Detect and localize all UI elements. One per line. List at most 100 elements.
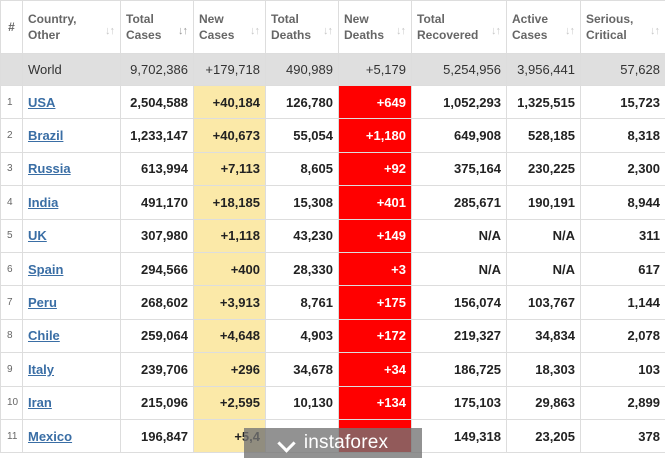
total-deaths-cell: 43,230 [265, 218, 339, 253]
country-link[interactable]: Spain [28, 261, 64, 277]
country-cell: USA [22, 84, 121, 120]
total-cases-cell: 2,504,588 [120, 84, 194, 120]
serious-critical-cell: 311 [580, 218, 665, 253]
total-cases-cell: 259,064 [120, 318, 194, 354]
new-cases-cell: +7,113 [193, 151, 266, 187]
new-deaths-cell: +134 [338, 385, 412, 420]
total-deaths-cell: 4,903 [265, 318, 339, 354]
row-index: 4 [0, 185, 23, 220]
country-link[interactable]: Mexico [28, 428, 73, 444]
new-deaths-cell: +1,180 [338, 118, 412, 153]
column-header-total-cases[interactable]: Total Cases ↓↑ [120, 0, 194, 54]
table-row: 3 Russia 613,994 +7,113 8,605 +92 375,164 230,2… [0, 151, 665, 187]
row-index: 7 [0, 285, 23, 320]
world-total-row: World 9,702,386 +179,718 490,989 +5,179 … [0, 53, 665, 86]
total-cases-cell: 1,233,147 [120, 118, 194, 153]
table-row: 8 Chile 259,064 +4,648 4,903 +172 219,327 34,83… [0, 318, 665, 354]
column-header-label: Active Cases [512, 12, 549, 42]
table-row: 6 Spain 294,566 +400 28,330 +3 N/A N/A 617 [0, 251, 665, 287]
world-index-cell [0, 53, 23, 86]
row-index: 5 [0, 218, 23, 253]
total-recovered-cell: 219,327 [411, 318, 507, 354]
sort-arrows-icon[interactable]: ↓↑ [565, 25, 575, 37]
column-header-new-cases[interactable]: New Cases ↓↑ [193, 0, 266, 54]
sort-arrows-icon[interactable]: ↓↑ [105, 25, 115, 37]
total-deaths-cell: 8,605 [265, 151, 339, 187]
serious-critical-cell: 2,899 [580, 385, 665, 420]
world-new-cases: +179,718 [193, 53, 266, 86]
new-cases-cell: +40,184 [193, 84, 266, 120]
column-header-active-cases[interactable]: Active Cases ↓↑ [506, 0, 581, 54]
active-cases-cell: 34,834 [506, 318, 581, 354]
active-cases-cell: 230,225 [506, 151, 581, 187]
new-cases-cell: +296 [193, 352, 266, 387]
row-index: 10 [0, 385, 23, 420]
country-link[interactable]: UK [28, 228, 47, 244]
table-row: 1 USA 2,504,588 +40,184 126,780 +649 1,052,293… [0, 84, 665, 120]
serious-critical-cell: 1,144 [580, 285, 665, 320]
column-header-new-deaths[interactable]: New Deaths ↓↑ [338, 0, 412, 54]
new-cases-cell: +40,673 [193, 118, 266, 153]
column-header-total-deaths[interactable]: Total Deaths ↓↑ [265, 0, 339, 54]
active-cases-cell: 528,185 [506, 118, 581, 153]
country-cell: Mexico [22, 418, 121, 454]
new-deaths-cell: +175 [338, 285, 412, 320]
country-link[interactable]: Iran [28, 395, 52, 411]
table-row: 5 UK 307,980 +1,118 43,230 +149 N/A N/A 311 [0, 218, 665, 253]
total-deaths-cell: 15,308 [265, 185, 339, 220]
total-cases-cell: 491,170 [120, 185, 194, 220]
country-link[interactable]: Peru [28, 295, 57, 311]
country-link[interactable]: USA [28, 94, 56, 110]
country-link[interactable]: Russia [28, 161, 71, 177]
country-cell: Spain [22, 251, 121, 287]
table-row: 4 India 491,170 +18,185 15,308 +401 285,671 190… [0, 185, 665, 220]
country-cell: Brazil [22, 118, 121, 153]
active-cases-cell: 29,863 [506, 385, 581, 420]
instaforex-watermark: instaforex [244, 428, 422, 458]
total-cases-cell: 307,980 [120, 218, 194, 253]
new-deaths-cell: +172 [338, 318, 412, 354]
world-country-cell: World [22, 53, 121, 86]
active-cases-cell: 1,325,515 [506, 84, 581, 120]
new-deaths-cell: +34 [338, 352, 412, 387]
country-link[interactable]: Italy [28, 361, 55, 377]
table-row: 7 Peru 268,602 +3,913 8,761 +175 156,074 103,76… [0, 285, 665, 320]
world-serious-critical: 57,628 [580, 53, 665, 86]
column-header-label: Total Deaths [271, 12, 312, 42]
country-link[interactable]: India [28, 194, 59, 210]
total-deaths-cell: 8,761 [265, 285, 339, 320]
serious-critical-cell: 8,318 [580, 118, 665, 153]
total-recovered-cell: 375,164 [411, 151, 507, 187]
serious-critical-cell: 378 [580, 418, 665, 454]
country-link[interactable]: Chile [28, 328, 60, 344]
column-header-index-label: # [8, 20, 15, 34]
sort-arrows-icon[interactable]: ↓↑ [396, 25, 406, 37]
total-cases-cell: 239,706 [120, 352, 194, 387]
country-link[interactable]: Brazil [28, 128, 64, 144]
column-header-country[interactable]: Country, Other ↓↑ [22, 0, 121, 54]
total-recovered-cell: N/A [411, 218, 507, 253]
serious-critical-cell: 103 [580, 352, 665, 387]
country-cell: UK [22, 218, 121, 253]
column-header-total-recovered[interactable]: Total Recovered ↓↑ [411, 0, 507, 54]
row-index: 3 [0, 151, 23, 187]
column-header-label: Country, Other [28, 12, 77, 42]
total-recovered-cell: 285,671 [411, 185, 507, 220]
new-cases-cell: +3,913 [193, 285, 266, 320]
sort-arrows-icon[interactable]: ↓↑ [650, 25, 660, 37]
serious-critical-cell: 2,078 [580, 318, 665, 354]
sort-arrows-icon[interactable]: ↓↑ [178, 25, 188, 37]
sort-arrows-icon[interactable]: ↓↑ [323, 25, 333, 37]
column-header-label: Serious, Critical [586, 12, 634, 42]
new-deaths-cell: +149 [338, 218, 412, 253]
total-cases-cell: 196,847 [120, 418, 194, 454]
table-row: 2 Brazil 1,233,147 +40,673 55,054 +1,180 649,9… [0, 118, 665, 153]
total-recovered-cell: N/A [411, 251, 507, 287]
column-header-serious-critical[interactable]: Serious, Critical ↓↑ [580, 0, 665, 54]
country-cell: Russia [22, 151, 121, 187]
sort-arrows-icon[interactable]: ↓↑ [250, 25, 260, 37]
total-recovered-cell: 186,725 [411, 352, 507, 387]
sort-arrows-icon[interactable]: ↓↑ [491, 25, 501, 37]
total-recovered-cell: 175,103 [411, 385, 507, 420]
